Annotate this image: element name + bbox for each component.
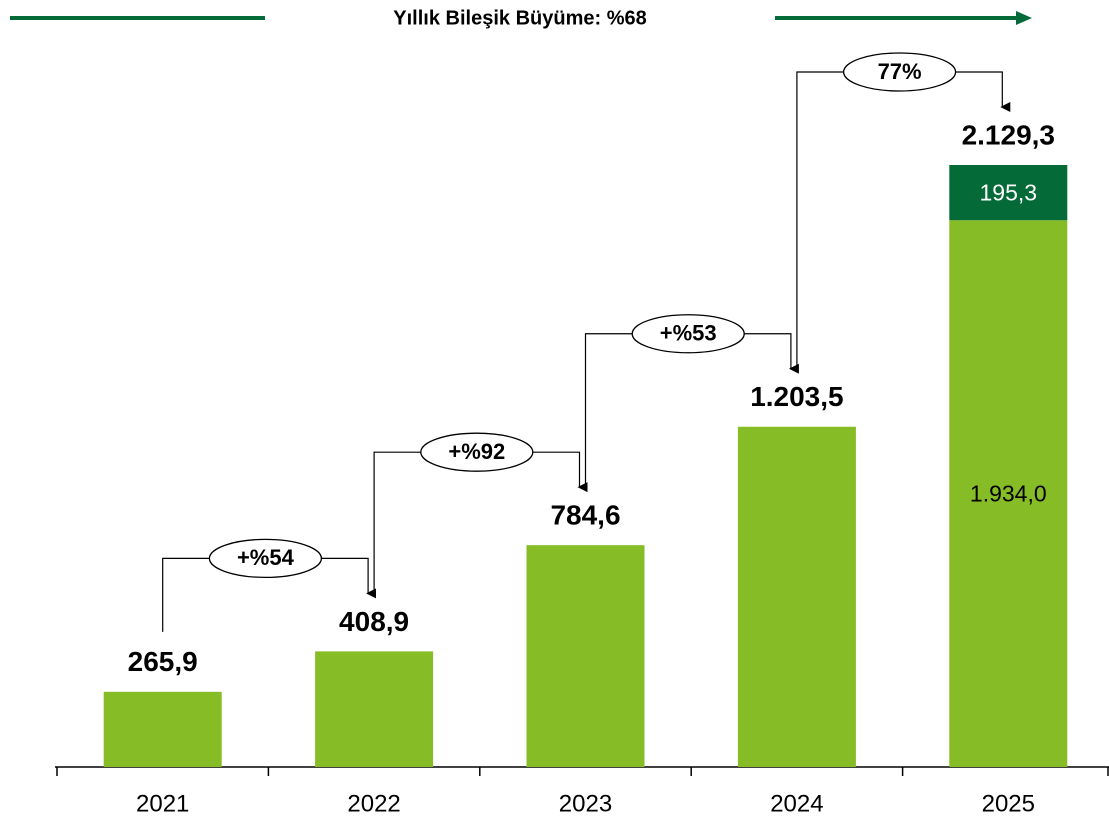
total-label: 784,6 — [550, 500, 620, 531]
x-tick-label: 2024 — [770, 790, 823, 817]
x-tick-label: 2023 — [559, 790, 612, 817]
total-label: 1.203,5 — [750, 381, 843, 412]
total-label: 408,9 — [339, 606, 409, 637]
bar — [103, 691, 222, 767]
x-tick-label: 2022 — [347, 790, 400, 817]
bar — [949, 165, 1068, 221]
growth-bubble — [631, 314, 745, 354]
bar — [737, 426, 856, 767]
growth-label: +%92 — [448, 439, 505, 464]
bar — [949, 220, 1068, 768]
x-tick-label: 2025 — [982, 790, 1035, 817]
total-label: 2.129,3 — [962, 119, 1055, 150]
chart-title: Yıllık Bileşik Büyüme: %68 — [393, 7, 646, 29]
growth-label: +%54 — [237, 545, 295, 570]
x-tick-label: 2021 — [136, 790, 189, 817]
growth-bubble — [208, 538, 323, 579]
bar — [526, 545, 645, 767]
total-label: 265,9 — [128, 646, 198, 677]
title-arrowhead — [1016, 11, 1032, 25]
growth-label: 77% — [878, 59, 922, 84]
segment-label: 195,3 — [980, 180, 1038, 206]
bar — [315, 651, 434, 767]
growth-label: +%53 — [660, 321, 717, 346]
segment-label: 1.934,0 — [970, 481, 1047, 507]
growth-bubble — [420, 432, 534, 472]
growth-bubble — [842, 52, 957, 92]
